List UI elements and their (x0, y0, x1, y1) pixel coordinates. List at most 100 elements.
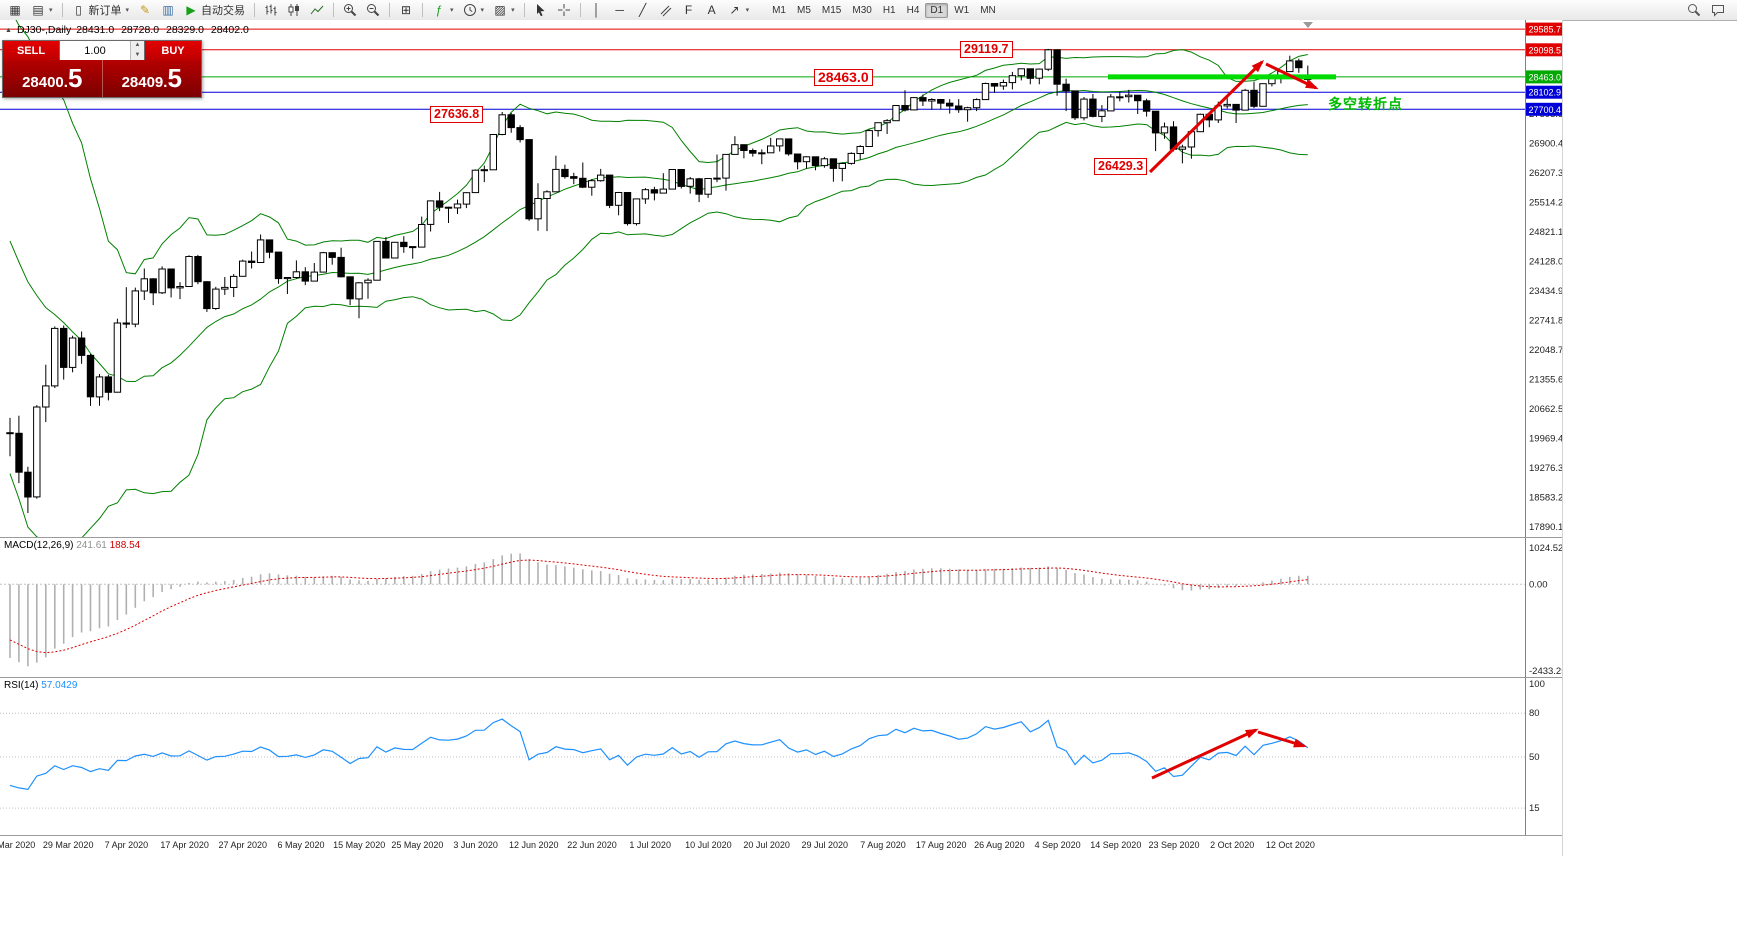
timeframe-w1-button[interactable]: W1 (954, 4, 970, 16)
zoom-in-button[interactable] (339, 0, 361, 20)
crosshair-button[interactable] (553, 0, 575, 20)
trendline-icon: ╱ (638, 3, 647, 17)
indicators-button[interactable]: ƒ ▾ (428, 0, 458, 20)
svg-text:22048.7: 22048.7 (1529, 345, 1562, 356)
bar-chart-button[interactable] (260, 0, 282, 20)
toolbar-separator (333, 3, 335, 17)
trendline-button[interactable]: ╱ (632, 0, 654, 20)
arrows-tool-button[interactable]: ↗ ▾ (724, 0, 754, 20)
metaeditor-icon: ✎ (140, 3, 151, 17)
new-order-button[interactable]: ▯ 新订单 ▾ (68, 0, 134, 20)
timeframe-h1-button[interactable]: H1 (882, 4, 896, 16)
chart-profiles-button[interactable]: ▤ ▾ (27, 0, 57, 20)
price-label-object[interactable]: 27636.8 (430, 106, 484, 123)
templates-button[interactable]: ▨ ▾ (489, 0, 519, 20)
sell-button[interactable]: SELL (3, 41, 59, 60)
one-click-trading-panel: SELL ▲ ▼ BUY 28400.5 28409.5 (2, 40, 202, 98)
timeframe-h4-button[interactable]: H4 (906, 4, 920, 16)
svg-text:23434.9: 23434.9 (1529, 286, 1562, 297)
svg-text:28463.0: 28463.0 (1529, 72, 1562, 82)
timeframe-m1-button[interactable]: M1 (772, 4, 786, 16)
chart-shift-marker (1303, 22, 1313, 28)
trend-arrow (1257, 730, 1307, 748)
sell-price[interactable]: 28400. 5 (3, 60, 102, 97)
community-button[interactable] (1707, 0, 1729, 20)
macd-axis-tick: 0.00 (1529, 579, 1548, 590)
metaeditor-button[interactable]: ✎ (134, 0, 156, 20)
svg-text:20662.5: 20662.5 (1529, 404, 1562, 415)
horizontal-line-button[interactable]: ─ (609, 0, 631, 20)
timeframe-mn-button[interactable]: MN (980, 4, 996, 16)
date-label: 6 May 2020 (277, 840, 325, 850)
timeframe-m5-button[interactable]: M5 (797, 4, 811, 16)
svg-text:24128.0: 24128.0 (1529, 256, 1562, 267)
fibonacci-icon: F (684, 3, 693, 17)
toolbar-separator (389, 3, 391, 17)
new-chart-button[interactable]: ▦ (4, 0, 26, 20)
autotrading-icon: ▶ (186, 3, 196, 17)
volume-down-button[interactable]: ▼ (131, 50, 144, 60)
turning-point-annotation[interactable]: 多空转折点 (1328, 96, 1403, 112)
rsi-indicator-chart[interactable]: 100 80 50 15 (0, 678, 1562, 835)
timeframe-m30-button[interactable]: M30 (852, 4, 872, 16)
volume-up-button[interactable]: ▲ (131, 41, 144, 51)
date-label: 20 Jul 2020 (743, 840, 790, 850)
rsi-panel: 100 80 50 15 RSI(14) 57.0429 (0, 678, 1562, 836)
sell-price-main: 28400. (22, 74, 68, 91)
arrows-tool-icon: ↗ (729, 3, 740, 17)
text-button[interactable]: A (701, 0, 723, 20)
rsi-line (9, 718, 1309, 791)
templates-icon: ▨ (494, 3, 506, 17)
new-chart-icon: ▦ (9, 3, 21, 17)
date-label: 26 Aug 2020 (974, 840, 1025, 850)
date-label: 1 Jul 2020 (629, 840, 671, 850)
market-watch-button[interactable]: ▥ (157, 0, 179, 20)
buy-price-main: 28409. (121, 74, 168, 91)
periods-button[interactable]: ▾ (459, 0, 489, 20)
buy-button[interactable]: BUY (145, 41, 201, 60)
timeframe-m15-button[interactable]: M15 (821, 4, 842, 16)
toolbar-separator (422, 3, 424, 17)
macd-indicator-chart[interactable]: 1024.52 0.00 -2433.25 (0, 538, 1562, 677)
line-chart-button[interactable] (306, 0, 328, 20)
dropdown-caret-icon: ▾ (49, 7, 53, 14)
rsi-axis-tick: 50 (1529, 752, 1540, 763)
date-label: 10 Jul 2020 (685, 840, 732, 850)
svg-text:21355.6: 21355.6 (1529, 374, 1562, 385)
main-chart-panel: 27593.526900.426207.325514.224821.124128… (0, 20, 1562, 538)
svg-text:24821.1: 24821.1 (1529, 227, 1562, 238)
candlestick-chart[interactable]: 27593.526900.426207.325514.224821.124128… (0, 20, 1562, 537)
one-click-collapse-icon[interactable]: ▲ (5, 26, 12, 34)
cursor-button[interactable] (530, 0, 552, 20)
price-axis-tag: 27700.4 (1526, 102, 1562, 116)
candlestick-chart-button[interactable] (283, 0, 305, 20)
buy-price[interactable]: 28409. 5 (101, 60, 202, 97)
volume-field-wrap: ▲ ▼ (59, 41, 145, 60)
price-axis-tag: 28102.9 (1526, 85, 1562, 99)
volume-input[interactable] (60, 41, 130, 60)
autotrading-button[interactable]: ▶ 自动交易 (180, 0, 249, 20)
price-label-object[interactable]: 28463.0 (814, 69, 873, 86)
tile-windows-button[interactable]: ⊞ (395, 0, 417, 20)
svg-text:26207.3: 26207.3 (1529, 168, 1562, 179)
community-icon (1711, 3, 1725, 17)
date-label: 7 Aug 2020 (860, 840, 906, 850)
svg-text:22741.8: 22741.8 (1529, 315, 1562, 326)
rsi-axis-tick: 100 (1529, 679, 1545, 690)
search-button[interactable] (1683, 0, 1705, 20)
time-axis[interactable]: 19 Mar 2020 29 Mar 2020 7 Apr 2020 17 Apr 2… (0, 836, 1562, 856)
zoom-out-button[interactable] (362, 0, 384, 20)
price-label-object[interactable]: 29119.7 (960, 41, 1013, 58)
price-label-object[interactable]: 26429.3 (1094, 158, 1148, 175)
vertical-line-button[interactable]: │ (586, 0, 608, 20)
date-label: 14 Sep 2020 (1090, 840, 1142, 850)
zoom-in-icon (343, 3, 357, 17)
svg-text:28102.9: 28102.9 (1529, 88, 1562, 98)
toolbar-separator (61, 3, 63, 17)
equidistant-channel-button[interactable] (655, 0, 677, 20)
svg-text:19969.4: 19969.4 (1529, 433, 1562, 444)
date-label: 7 Apr 2020 (104, 840, 149, 850)
timeframe-d1-button[interactable]: D1 (925, 2, 949, 18)
dropdown-caret-icon: ▾ (745, 7, 750, 14)
fibonacci-button[interactable]: F (678, 0, 700, 20)
